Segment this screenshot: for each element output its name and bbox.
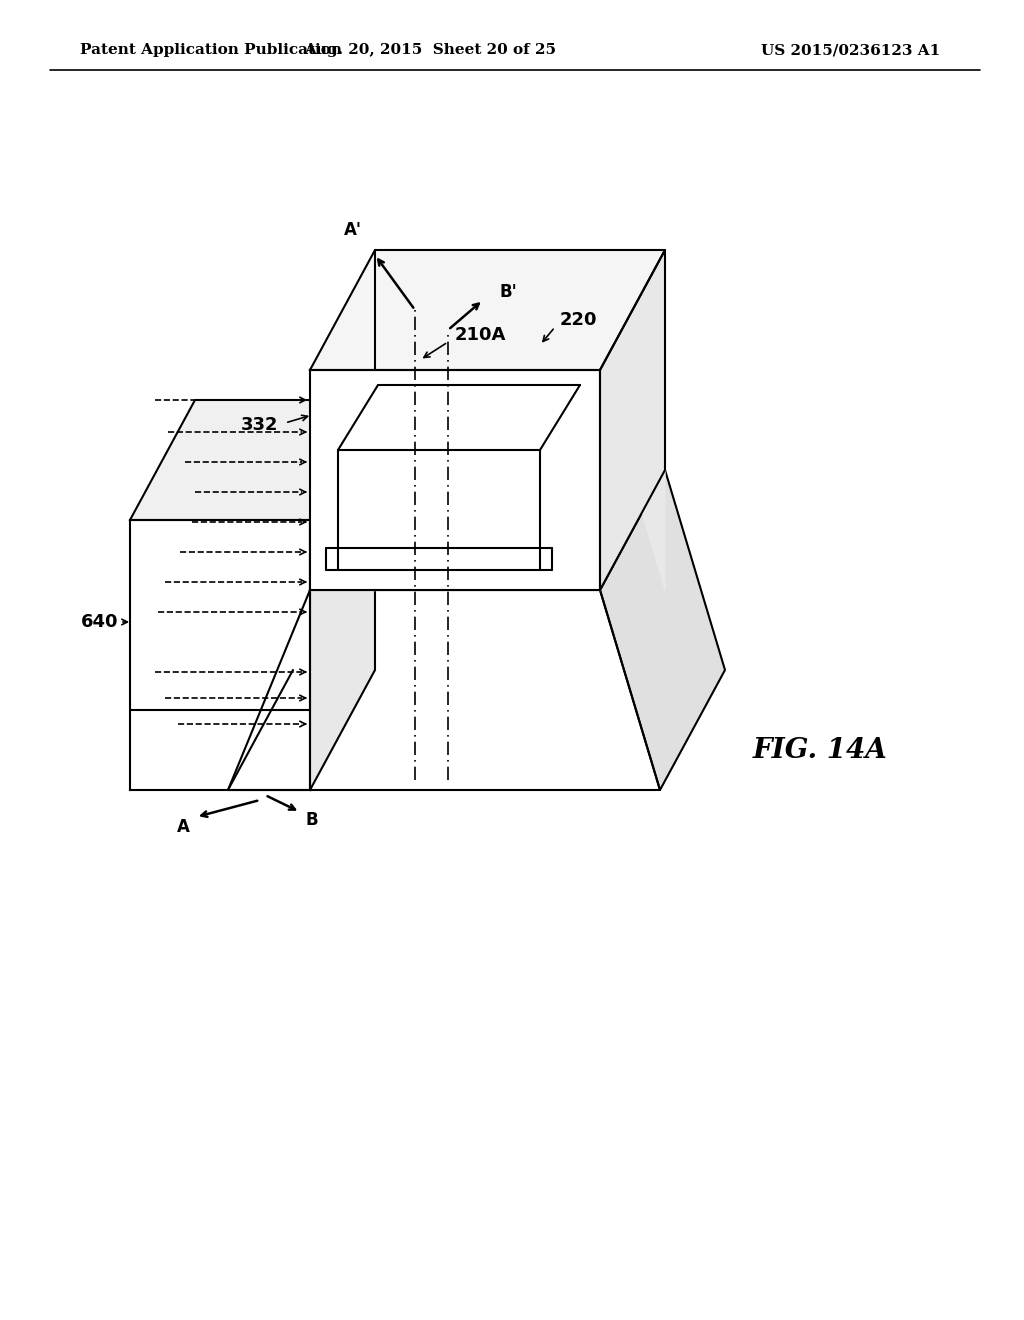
Polygon shape — [310, 400, 375, 789]
Polygon shape — [130, 520, 310, 789]
Polygon shape — [310, 370, 600, 590]
Text: 210A: 210A — [455, 326, 507, 345]
Text: 640: 640 — [81, 612, 118, 631]
Text: 332: 332 — [241, 416, 278, 434]
Text: Patent Application Publication: Patent Application Publication — [80, 44, 342, 57]
Text: A': A' — [344, 220, 362, 239]
Text: B': B' — [499, 282, 517, 301]
Polygon shape — [310, 470, 665, 590]
Polygon shape — [228, 590, 660, 789]
Polygon shape — [600, 249, 665, 590]
Polygon shape — [130, 400, 375, 520]
Polygon shape — [600, 249, 665, 590]
Text: 220: 220 — [560, 312, 597, 329]
Text: FIG. 14A: FIG. 14A — [753, 737, 888, 763]
Text: B: B — [306, 810, 318, 829]
Text: US 2015/0236123 A1: US 2015/0236123 A1 — [761, 44, 940, 57]
Polygon shape — [310, 249, 665, 370]
Polygon shape — [600, 470, 725, 789]
Text: A: A — [176, 818, 189, 836]
Text: Aug. 20, 2015  Sheet 20 of 25: Aug. 20, 2015 Sheet 20 of 25 — [304, 44, 556, 57]
